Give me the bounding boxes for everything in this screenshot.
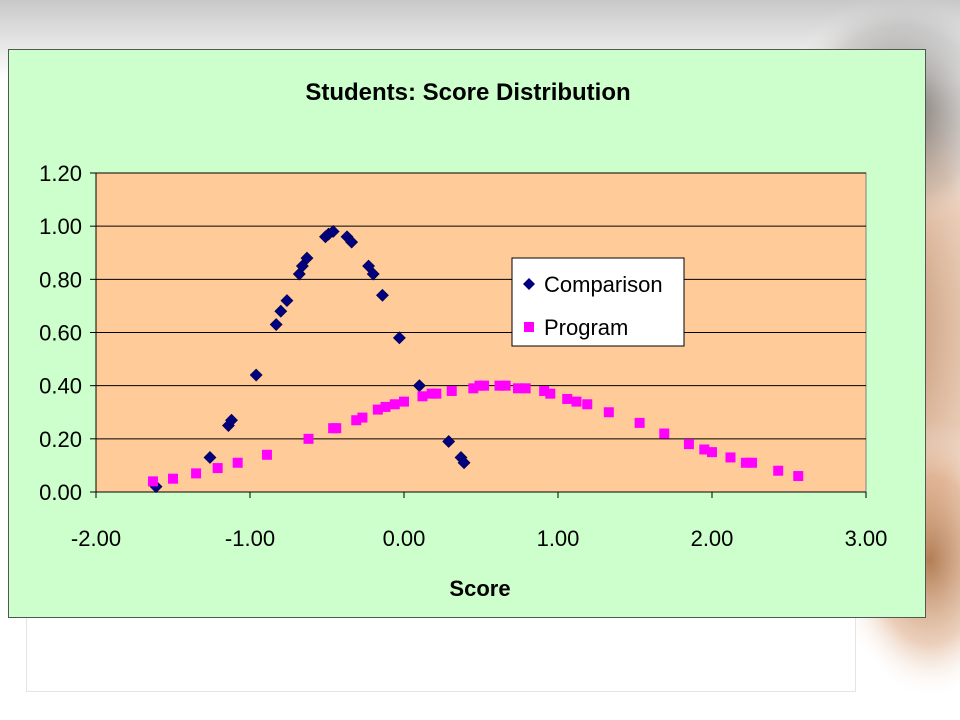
program-point (793, 471, 804, 482)
chart-title: Students: Score Distribution (305, 79, 630, 106)
comparison-point (274, 304, 288, 318)
program-point (512, 383, 523, 394)
program-point (372, 404, 383, 415)
program-point (357, 412, 368, 423)
comparison-point (225, 413, 238, 427)
legend-label-program: Program (544, 315, 628, 340)
x-tick-labels: -2.00 -1.00 0.00 1.00 2.00 3.00 (71, 526, 887, 551)
comparison-point (376, 288, 389, 302)
program-point (232, 457, 243, 468)
y-tick-label: 0.20 (39, 427, 82, 452)
y-tick-label: 0.60 (39, 321, 82, 346)
program-point (494, 380, 505, 391)
program-point (399, 396, 409, 407)
comparison-point (326, 225, 340, 238)
comparison-point (345, 235, 359, 249)
program-point (191, 468, 202, 479)
program-point (740, 457, 751, 468)
program-point (659, 428, 670, 439)
y-tick-label: 0.00 (39, 480, 82, 505)
program-point (725, 452, 736, 463)
comparison-point (392, 331, 406, 345)
program-point (699, 444, 710, 455)
program-point (571, 396, 582, 407)
program-point (446, 385, 457, 396)
legend-label-comparison: Comparison (544, 272, 663, 297)
axes (90, 172, 867, 498)
x-tick-label: -1.00 (225, 526, 275, 551)
gridlines (96, 172, 866, 440)
program-point (380, 401, 391, 412)
program-point (351, 415, 362, 426)
program-point (562, 393, 573, 404)
program-point (539, 385, 550, 396)
x-tick-label: 1.00 (537, 526, 580, 551)
program-point (479, 380, 490, 391)
comparison-point (442, 435, 456, 448)
program-point (582, 399, 593, 410)
y-tick-label: 1.20 (39, 161, 82, 186)
comparison-point (249, 368, 263, 382)
series-comparison (149, 225, 471, 494)
x-tick-label: 3.00 (845, 526, 888, 551)
series-program (147, 380, 804, 487)
program-point (212, 463, 223, 474)
program-point (500, 380, 511, 391)
program-point (520, 383, 531, 394)
program-point (303, 433, 314, 444)
comparison-point (362, 259, 376, 273)
comparison-point (366, 267, 380, 281)
program-point (261, 449, 272, 460)
legend-marker-program (524, 322, 534, 332)
comparison-point (203, 451, 217, 464)
program-point (417, 391, 428, 402)
legend: Comparison Program (511, 257, 685, 347)
y-tick-label: 1.00 (39, 214, 82, 239)
y-tick-label: 0.40 (39, 374, 82, 399)
data-points (147, 225, 804, 494)
y-tick-labels: 0.00 0.20 0.40 0.60 0.80 1.00 1.20 (39, 161, 82, 505)
program-point (168, 473, 178, 484)
comparison-point (280, 294, 294, 308)
x-tick-label: -2.00 (71, 526, 121, 551)
comparison-point (269, 318, 283, 331)
program-point (389, 399, 400, 410)
program-point (747, 457, 758, 468)
legend-marker-comparison (523, 278, 535, 290)
program-point (468, 383, 479, 394)
program-point (331, 423, 342, 434)
program-point (683, 439, 694, 450)
program-point (431, 388, 442, 399)
comparison-point (300, 251, 314, 265)
program-point (603, 407, 614, 418)
program-point (147, 476, 158, 487)
x-tick-label: 0.00 (383, 526, 426, 551)
program-point (773, 465, 784, 476)
program-point (634, 417, 645, 428)
x-axis-title: Score (449, 576, 510, 601)
legend-box (511, 257, 685, 347)
comparison-point (295, 259, 309, 273)
y-tick-label: 0.80 (39, 267, 82, 292)
x-tick-label: 2.00 (691, 526, 734, 551)
comparison-point (457, 456, 471, 470)
program-point (707, 447, 717, 458)
program-point (545, 388, 556, 399)
